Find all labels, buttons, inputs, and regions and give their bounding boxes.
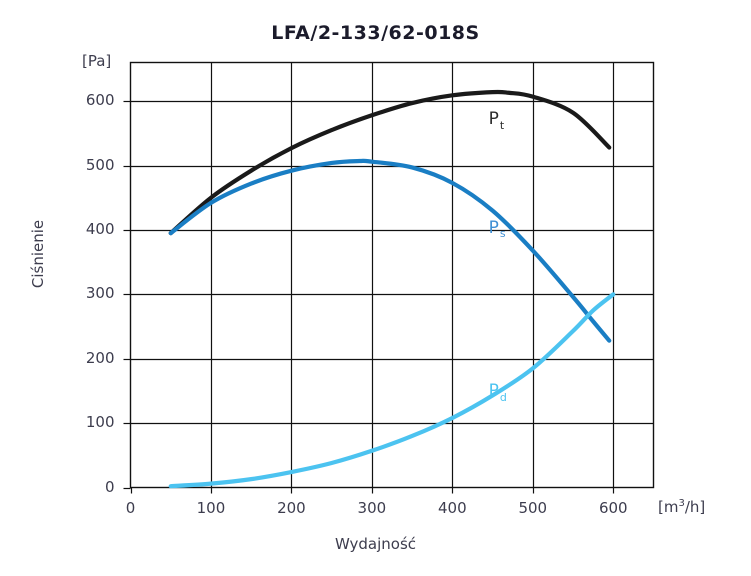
x-tick-label: 0 xyxy=(125,498,136,517)
y-tick-label: 0 xyxy=(104,477,115,496)
series-line-pd xyxy=(168,292,616,489)
y-tick-label: 600 xyxy=(85,91,115,110)
y-tick-label: 400 xyxy=(85,219,115,238)
y-tick-label: 100 xyxy=(85,413,115,432)
x-axis-title: Wydajność xyxy=(334,535,417,553)
page-title: LFA/2-133/62-018S xyxy=(271,22,480,44)
series-curves xyxy=(168,89,616,489)
x-tick-label: 300 xyxy=(357,498,387,517)
x-tick-label: 600 xyxy=(598,498,628,517)
y-axis-unit: [Pa] xyxy=(82,52,112,70)
series-label-main: P xyxy=(488,381,499,402)
x-tick-label: 500 xyxy=(518,498,548,517)
x-axis-unit-suffix: /h] xyxy=(684,498,706,516)
series-line-ps xyxy=(168,158,612,343)
x-axis-unit: [m3/h] xyxy=(658,498,705,516)
x-tick-label: 400 xyxy=(438,498,467,517)
series-label-main: P xyxy=(488,109,499,130)
series-label-ps: Ps xyxy=(489,218,506,240)
y-tick-label: 200 xyxy=(85,348,115,367)
series-label-subscript: t xyxy=(499,118,505,132)
x-axis-unit-exponent: 3 xyxy=(678,498,685,509)
plot-frame xyxy=(129,61,655,489)
x-axis-unit-prefix: [m xyxy=(658,498,679,516)
gridlines xyxy=(123,62,654,494)
series-label-subscript: d xyxy=(499,390,507,404)
series-label-pt: Pt xyxy=(489,109,505,131)
y-tick-label: 300 xyxy=(85,284,115,303)
series-line-pt xyxy=(168,89,612,236)
x-tick-label: 200 xyxy=(277,498,306,517)
series-label-subscript: s xyxy=(499,227,506,241)
x-tick-label: 100 xyxy=(196,498,226,517)
series-label-pd: Pd xyxy=(489,381,507,403)
y-tick-label: 500 xyxy=(85,155,115,174)
series-label-main: P xyxy=(488,217,499,238)
